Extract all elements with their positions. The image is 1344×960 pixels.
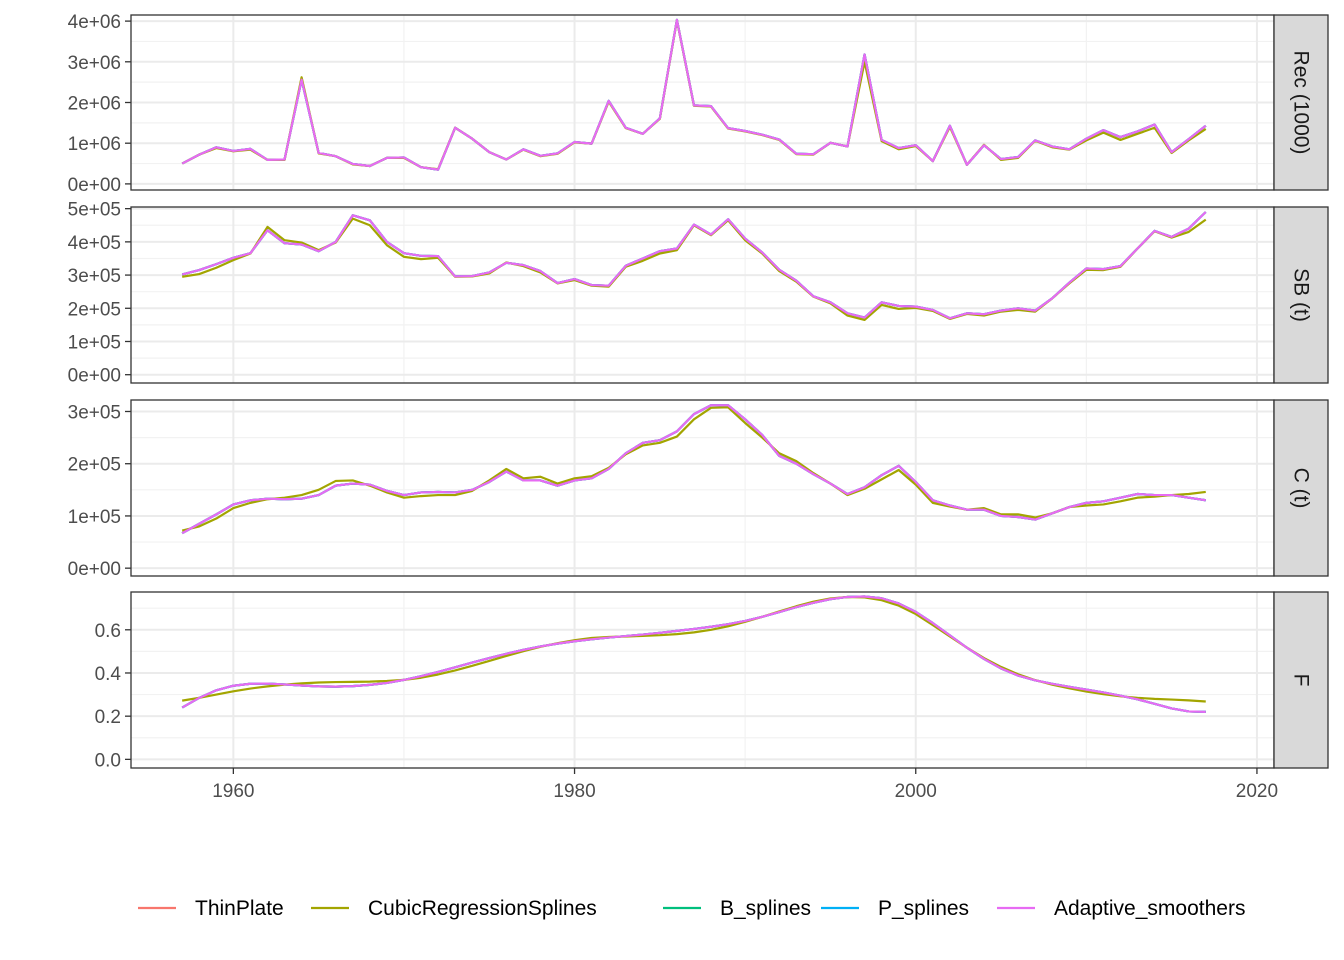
facet-strip-label: Rec (1000): [1290, 51, 1313, 155]
facet-strip: [1273, 399, 1329, 577]
legend-label: B_splines: [720, 897, 811, 920]
y-tick-label: 2e+06: [68, 94, 121, 115]
y-tick-label: 4e+05: [68, 233, 121, 254]
y-tick-label: 5e+05: [68, 200, 121, 221]
y-tick-label: 0e+00: [68, 366, 121, 387]
legend-label: Adaptive_smoothers: [1054, 897, 1245, 920]
y-tick-label: 0.6: [95, 621, 121, 642]
legend-item-adaptive-smoothers: Adaptive_smoothers: [997, 897, 1245, 920]
panel-4: 0.0 0.2 0.4 0.6 F: [95, 591, 1329, 771]
x-tick-label: 2020: [1236, 781, 1278, 802]
legend-label: P_splines: [878, 897, 969, 920]
y-tick-label: 1e+06: [68, 134, 121, 155]
legend: ThinPlate CubicRegressionSplines B_splines…: [138, 897, 1245, 920]
series-line-adaptive-smoothers: [181, 211, 1207, 320]
y-tick-label: 0e+00: [68, 559, 121, 580]
y-tick-label: 2e+05: [68, 455, 121, 476]
y-tick-label: 0.4: [95, 664, 122, 685]
x-axis: 1960 1980 2000 2020: [212, 768, 1278, 802]
panel-1: 0e+00 1e+06 2e+06 3e+06 4e+06 Rec (1000): [68, 12, 1329, 196]
facet-strip: [1273, 591, 1329, 769]
facet-strip-label: C (t): [1290, 468, 1313, 509]
series-line-adaptive-smoothers: [181, 595, 1206, 713]
series-line-adaptive-smoothers: [181, 404, 1206, 535]
y-tick-label: 1e+05: [68, 507, 121, 528]
y-tick-label: 0.0: [95, 750, 121, 771]
legend-item-thinplate: ThinPlate: [138, 897, 284, 920]
legend-item-p-splines: P_splines: [821, 897, 969, 920]
y-tick-label: 0.2: [95, 707, 121, 728]
facet-strip-label: F: [1290, 674, 1313, 687]
y-tick-label: 3e+05: [68, 266, 121, 287]
legend-label: CubicRegressionSplines: [368, 897, 597, 920]
x-tick-label: 1960: [212, 781, 254, 802]
legend-label: ThinPlate: [195, 897, 284, 920]
facet-strip: [1273, 14, 1329, 191]
series-line-cubicregressionsplines: [181, 406, 1206, 532]
series-line-adaptive-smoothers: [181, 18, 1207, 171]
x-tick-label: 1980: [553, 781, 595, 802]
y-tick-label: 4e+06: [68, 12, 121, 33]
panel-3: 0e+00 1e+05 2e+05 3e+05 C (t): [68, 399, 1329, 580]
legend-item-cubicregressionsplines: CubicRegressionSplines: [311, 897, 597, 920]
y-tick-label: 3e+05: [68, 402, 121, 423]
y-tick-label: 2e+05: [68, 299, 121, 320]
y-tick-label: 0e+00: [68, 175, 121, 196]
legend-item-b-splines: B_splines: [663, 897, 811, 920]
x-tick-label: 2000: [895, 781, 937, 802]
facet-strip: [1273, 206, 1329, 384]
y-tick-label: 1e+05: [68, 332, 121, 353]
facet-strip-label: SB (t): [1290, 268, 1313, 322]
y-tick-label: 3e+06: [68, 53, 121, 74]
panel-2: 0e+00 1e+05 2e+05 3e+05 4e+05 5e+05 SB (t): [68, 200, 1329, 387]
